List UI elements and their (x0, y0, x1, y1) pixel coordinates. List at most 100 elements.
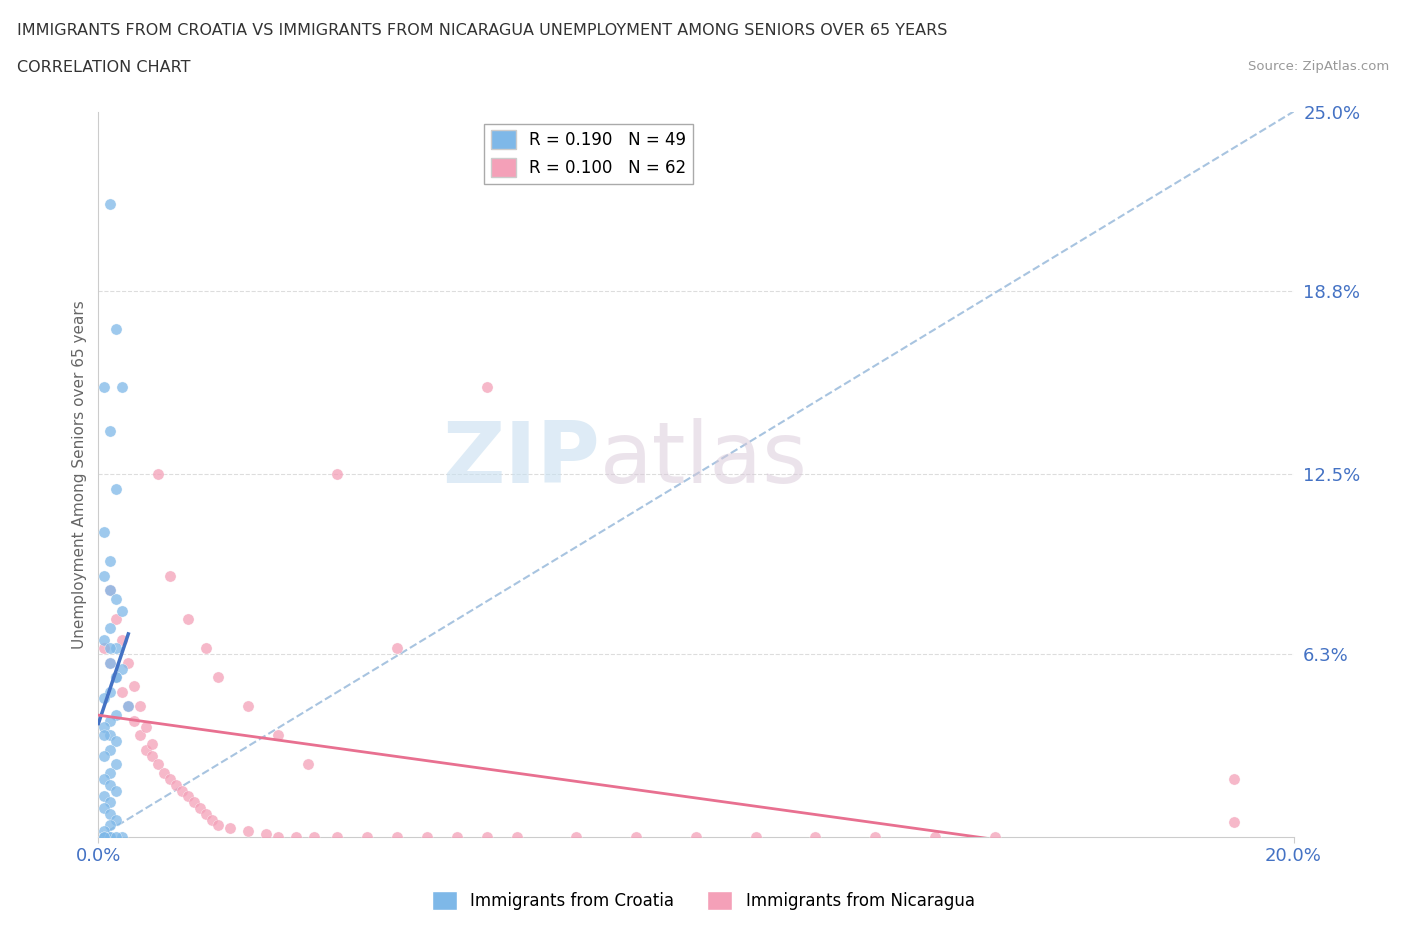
Point (98, 554, 122, 569)
Point (105, 641, 128, 656)
Point (565, 830, 588, 844)
Point (105, 708, 128, 723)
Point (129, 728, 152, 743)
Point (111, 604, 134, 618)
Point (93, 719, 115, 734)
Point (141, 749, 163, 764)
Point (98, 830, 122, 844)
Point (105, 734, 128, 749)
Point (135, 742, 157, 757)
Point (111, 661, 134, 676)
Point (129, 699, 152, 714)
Y-axis label: Unemployment Among Seniors over 65 years: Unemployment Among Seniors over 65 years (72, 300, 87, 649)
Point (117, 699, 139, 714)
Point (105, 783, 128, 798)
Point (111, 830, 134, 844)
Point (93, 632, 115, 647)
Point (195, 641, 218, 656)
Point (98, 795, 122, 810)
Point (98, 583, 122, 598)
Point (356, 830, 378, 844)
Point (475, 379, 498, 394)
Point (98, 641, 122, 656)
Point (195, 806, 218, 821)
Point (284, 830, 307, 844)
Point (105, 612, 128, 627)
Point (326, 830, 349, 844)
Text: CORRELATION CHART: CORRELATION CHART (17, 60, 190, 75)
Point (105, 591, 128, 606)
Point (177, 789, 200, 804)
Text: ZIP: ZIP (443, 418, 600, 501)
Point (105, 670, 128, 684)
Point (804, 830, 827, 844)
Point (385, 830, 409, 844)
Point (111, 632, 134, 647)
Point (254, 827, 277, 842)
Point (326, 467, 349, 482)
Point (685, 830, 707, 844)
Point (117, 656, 139, 671)
Point (446, 830, 468, 844)
Point (93, 379, 115, 394)
Point (297, 757, 319, 772)
Point (98, 583, 122, 598)
Point (1223, 772, 1246, 787)
Point (98, 656, 122, 671)
Point (98, 713, 122, 728)
Point (105, 757, 128, 772)
Point (105, 830, 128, 844)
Point (159, 568, 181, 583)
Point (236, 699, 259, 714)
Point (153, 765, 176, 780)
Point (924, 830, 946, 844)
Point (105, 670, 128, 684)
Point (105, 322, 128, 337)
Point (135, 719, 157, 734)
Point (93, 728, 115, 743)
Point (124, 713, 146, 728)
Point (93, 641, 115, 656)
Point (188, 801, 211, 816)
Point (141, 737, 163, 751)
Point (111, 684, 134, 699)
Point (475, 830, 498, 844)
Text: atlas: atlas (600, 418, 808, 501)
Point (148, 757, 170, 772)
Point (105, 812, 128, 827)
Point (98, 777, 122, 792)
Point (865, 830, 887, 844)
Point (98, 656, 122, 671)
Point (267, 830, 290, 844)
Point (1223, 815, 1246, 830)
Point (105, 482, 128, 497)
Point (98, 818, 122, 833)
Point (385, 641, 409, 656)
Point (93, 749, 115, 764)
Point (93, 830, 115, 844)
Point (98, 620, 122, 635)
Point (93, 824, 115, 839)
Point (984, 830, 1007, 844)
Point (98, 197, 122, 212)
Point (745, 830, 768, 844)
Point (98, 806, 122, 821)
Point (183, 795, 205, 810)
Legend: R = 0.190   N = 49, R = 0.100   N = 62: R = 0.190 N = 49, R = 0.100 N = 62 (484, 124, 693, 184)
Legend: Immigrants from Croatia, Immigrants from Nicaragua: Immigrants from Croatia, Immigrants from… (425, 884, 981, 917)
Point (117, 699, 139, 714)
Point (172, 783, 194, 798)
Point (93, 690, 115, 705)
Point (93, 772, 115, 787)
Point (159, 772, 181, 787)
Point (177, 612, 200, 627)
Point (98, 423, 122, 438)
Point (98, 684, 122, 699)
Point (98, 728, 122, 743)
Point (207, 670, 229, 684)
Point (236, 824, 259, 839)
Point (302, 830, 325, 844)
Point (105, 670, 128, 684)
Text: IMMIGRANTS FROM CROATIA VS IMMIGRANTS FROM NICARAGUA UNEMPLOYMENT AMONG SENIORS : IMMIGRANTS FROM CROATIA VS IMMIGRANTS FR… (17, 23, 948, 38)
Point (98, 830, 122, 844)
